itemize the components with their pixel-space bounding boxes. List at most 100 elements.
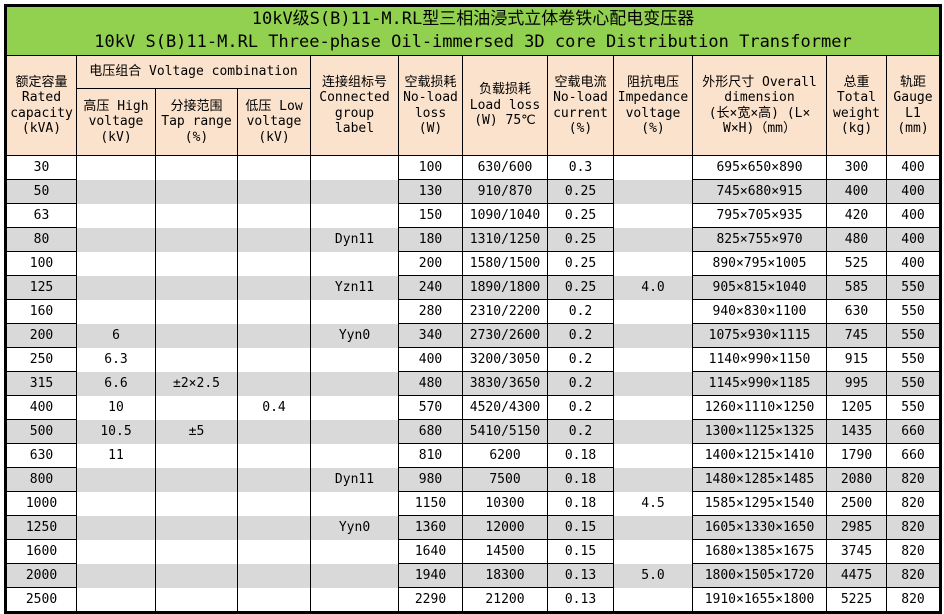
cell-group_label (310, 179, 399, 204)
cell-load_loss: 12000 (462, 515, 548, 540)
table-row: 80 Dyn11 180 1310/1250 0.25 825×755×970 480 400 (5, 227, 941, 252)
cell-capacity: 1250 (5, 515, 77, 540)
cell-high_voltage (76, 227, 156, 252)
table-row: 2500 2290 21200 0.13 1910×1655×1800 5225 820 (5, 587, 941, 613)
cell-high_voltage (76, 179, 156, 204)
cell-low_voltage (237, 179, 311, 204)
cell-dimension: 1910×1655×1800 (692, 587, 827, 613)
cell-low_voltage (237, 563, 311, 588)
table-row: 30 100 630/600 0.3 695×650×890 300 400 (5, 155, 941, 180)
cell-group_label (310, 491, 399, 516)
cell-impedance_voltage (613, 395, 693, 420)
cell-capacity: 500 (5, 419, 77, 444)
cell-tap_range (155, 203, 238, 228)
cell-load_loss: 1890/1800 (462, 275, 548, 300)
cell-high_voltage (76, 299, 156, 324)
cell-load_loss: 3200/3050 (462, 347, 548, 372)
table-row: 315 6.6 ±2×2.5 480 3830/3650 0.2 1145×990×1185… (5, 371, 941, 396)
cell-no_load_current: 0.2 (547, 347, 614, 372)
cell-high_voltage: 11 (76, 443, 156, 468)
header-tap-range: 分接范围 Tap range (%) (155, 88, 238, 156)
cell-dimension: 745×680×915 (692, 179, 827, 204)
cell-group_label (310, 419, 399, 444)
title-line-english: 10kV S(B)11-M.RL Three-phase Oil-immerse… (94, 32, 852, 52)
cell-low_voltage (237, 467, 311, 492)
cell-load_loss: 1310/1250 (462, 227, 548, 252)
cell-low_voltage (237, 539, 311, 564)
cell-total_weight: 4475 (826, 563, 887, 588)
cell-total_weight: 300 (826, 155, 887, 180)
cell-group_label: Yzn11 (310, 275, 399, 300)
cell-load_loss: 630/600 (462, 155, 548, 180)
cell-total_weight: 1435 (826, 419, 887, 444)
cell-group_label: Yyn0 (310, 323, 399, 348)
cell-no_load_current: 0.18 (547, 443, 614, 468)
cell-no_load_current: 0.25 (547, 227, 614, 252)
cell-low_voltage (237, 251, 311, 276)
cell-impedance_voltage (613, 419, 693, 444)
cell-low_voltage (237, 587, 311, 613)
cell-no_load_current: 0.2 (547, 323, 614, 348)
cell-load_loss: 2310/2200 (462, 299, 548, 324)
cell-total_weight: 915 (826, 347, 887, 372)
cell-gauge: 400 (886, 155, 941, 180)
cell-no_load_loss: 400 (398, 347, 463, 372)
cell-high_voltage (76, 275, 156, 300)
cell-gauge: 660 (886, 419, 941, 444)
spec-table: 10kV级S(B)11-M.RL型三相油浸式立体卷铁心配电变压器 10kV S(… (4, 4, 942, 614)
cell-gauge: 820 (886, 515, 941, 540)
cell-group_label: Dyn11 (310, 467, 399, 492)
cell-no_load_loss: 1150 (398, 491, 463, 516)
cell-low_voltage (237, 347, 311, 372)
cell-total_weight: 480 (826, 227, 887, 252)
cell-capacity: 2000 (5, 563, 77, 588)
cell-tap_range (155, 467, 238, 492)
cell-dimension: 1800×1505×1720 (692, 563, 827, 588)
cell-capacity: 80 (5, 227, 77, 252)
cell-dimension: 890×795×1005 (692, 251, 827, 276)
table-row: 125 Yzn11 240 1890/1800 0.25 4.0 905×815×1040 5… (5, 275, 941, 300)
cell-gauge: 400 (886, 227, 941, 252)
cell-tap_range (155, 347, 238, 372)
cell-capacity: 1600 (5, 539, 77, 564)
cell-no_load_current: 0.2 (547, 371, 614, 396)
cell-low_voltage (237, 203, 311, 228)
cell-no_load_loss: 980 (398, 467, 463, 492)
cell-low_voltage (237, 443, 311, 468)
cell-capacity: 250 (5, 347, 77, 372)
cell-capacity: 2500 (5, 587, 77, 613)
cell-low_voltage (237, 515, 311, 540)
cell-no_load_current: 0.18 (547, 467, 614, 492)
cell-impedance_voltage (613, 515, 693, 540)
table-row: 160 280 2310/2200 0.2 940×830×1100 630 550 (5, 299, 941, 324)
cell-gauge: 400 (886, 203, 941, 228)
cell-no_load_current: 0.25 (547, 251, 614, 276)
cell-tap_range: ±2×2.5 (155, 371, 238, 396)
table-row: 100 200 1580/1500 0.25 890×795×1005 525 400 (5, 251, 941, 276)
cell-impedance_voltage (613, 371, 693, 396)
title-row: 10kV级S(B)11-M.RL型三相油浸式立体卷铁心配电变压器 10kV S(… (5, 5, 941, 56)
cell-high_voltage: 6.6 (76, 371, 156, 396)
cell-impedance_voltage: 5.0 (613, 563, 693, 588)
table-row: 630 11 810 6200 0.18 1400×1215×1410 1790 660 (5, 443, 941, 468)
cell-capacity: 125 (5, 275, 77, 300)
cell-gauge: 400 (886, 179, 941, 204)
cell-no_load_loss: 1360 (398, 515, 463, 540)
cell-gauge: 550 (886, 371, 941, 396)
cell-total_weight: 525 (826, 251, 887, 276)
cell-high_voltage (76, 251, 156, 276)
cell-impedance_voltage (613, 179, 693, 204)
cell-load_loss: 10300 (462, 491, 548, 516)
cell-load_loss: 21200 (462, 587, 548, 613)
cell-tap_range (155, 587, 238, 613)
cell-total_weight: 1205 (826, 395, 887, 420)
table-row: 1000 1150 10300 0.18 4.5 1585×1295×1540 2500 82… (5, 491, 941, 516)
cell-capacity: 63 (5, 203, 77, 228)
cell-impedance_voltage (613, 227, 693, 252)
header-rated-capacity: 额定容量 Rated capacity (kVA) (5, 55, 77, 156)
cell-impedance_voltage (613, 347, 693, 372)
spec-table-body: 30 100 630/600 0.3 695×650×890 300 400 50 130 910… (5, 155, 941, 613)
cell-high_voltage (76, 515, 156, 540)
cell-tap_range: ±5 (155, 419, 238, 444)
cell-no_load_loss: 810 (398, 443, 463, 468)
